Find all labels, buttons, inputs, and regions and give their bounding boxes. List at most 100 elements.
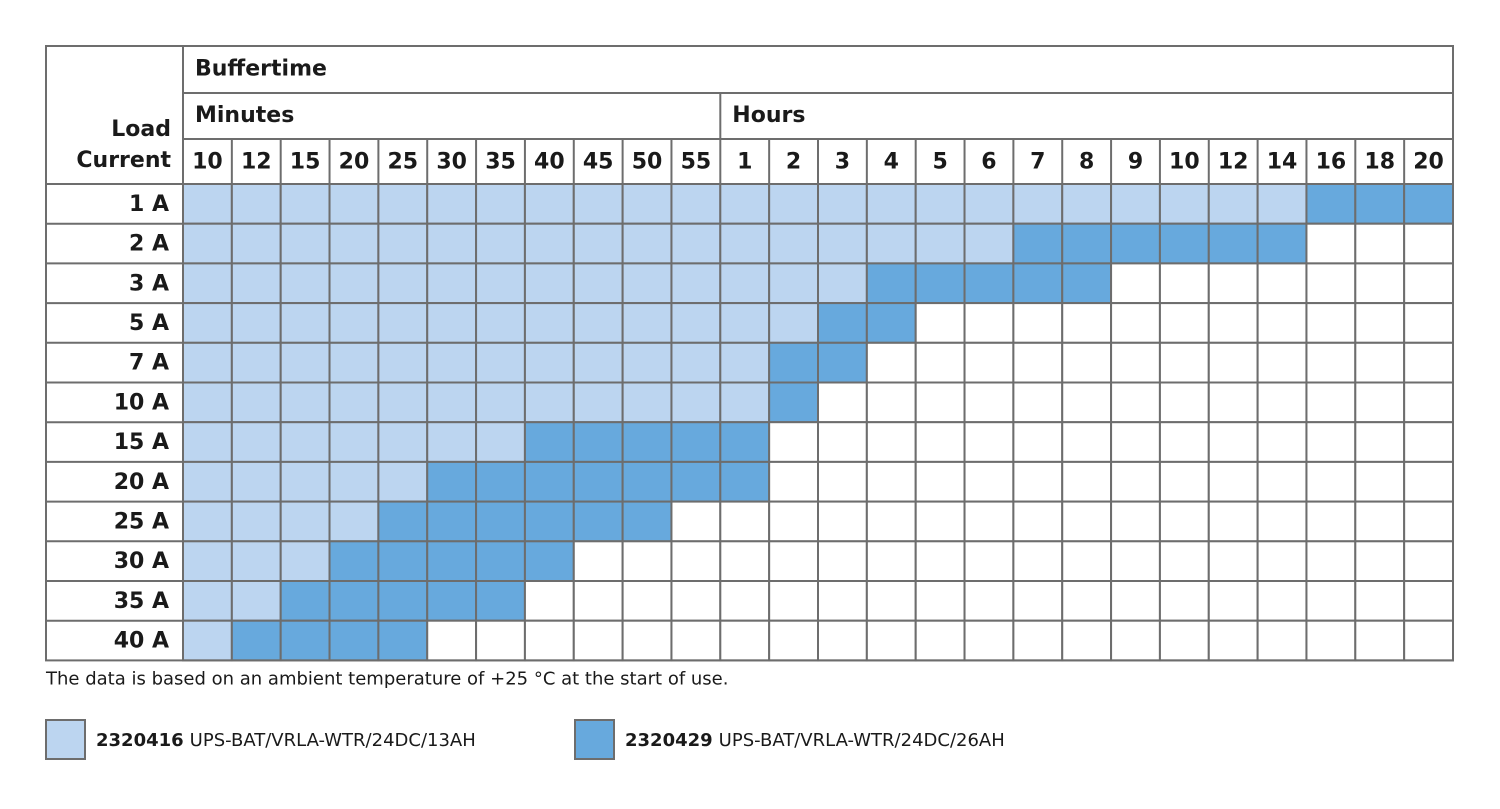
- cell: [475, 540, 526, 582]
- cell: [523, 183, 575, 225]
- cell: [1061, 183, 1113, 225]
- cell: [621, 460, 673, 503]
- cell: [182, 580, 233, 622]
- cell: [1207, 540, 1259, 582]
- cell: [1305, 341, 1357, 384]
- cell: [1158, 262, 1210, 305]
- cell: [1256, 500, 1308, 543]
- cell: [230, 262, 282, 305]
- cell: [621, 222, 673, 265]
- cell: [1110, 381, 1161, 424]
- cell: [1110, 460, 1161, 503]
- cell: [817, 460, 868, 503]
- cell: [1158, 540, 1210, 582]
- cell: [865, 460, 917, 503]
- column-label: 20: [339, 150, 370, 175]
- cell: [230, 500, 282, 543]
- cell: [1207, 580, 1259, 622]
- row-label: 3 A: [129, 271, 169, 296]
- cell: [426, 222, 478, 265]
- cell: [719, 421, 771, 463]
- cell: [426, 381, 478, 424]
- cell: [1012, 540, 1064, 582]
- cell: [182, 222, 233, 265]
- cell: [182, 341, 233, 384]
- cell: [1061, 222, 1113, 265]
- cell: [1012, 619, 1064, 662]
- column-label: 2: [786, 150, 801, 175]
- cell: [1354, 183, 1406, 225]
- cell: [670, 460, 722, 503]
- cell: [1012, 381, 1064, 424]
- cell: [670, 262, 722, 305]
- cell: [768, 262, 820, 305]
- cell: [1403, 222, 1454, 265]
- cell: [475, 341, 526, 384]
- column-label: 10: [192, 150, 223, 175]
- cell: [768, 302, 820, 344]
- cell: [230, 222, 282, 265]
- cell: [963, 500, 1015, 543]
- cell: [1403, 540, 1454, 582]
- cell: [1256, 381, 1308, 424]
- cell: [328, 619, 380, 662]
- cell: [670, 580, 722, 622]
- cell: [1158, 421, 1210, 463]
- cell: [1158, 302, 1210, 344]
- cell: [719, 381, 771, 424]
- cell: [328, 540, 380, 582]
- cell: [377, 341, 429, 384]
- cell: [1256, 222, 1308, 265]
- cell: [279, 540, 331, 582]
- table-border: [45, 45, 1454, 662]
- cell: [768, 183, 820, 225]
- cell: [963, 222, 1015, 265]
- column-label: 8: [1079, 150, 1094, 175]
- cell: [426, 183, 478, 225]
- column-label: 30: [436, 150, 467, 175]
- group-label: Hours: [732, 103, 805, 128]
- cell: [914, 421, 966, 463]
- column-label: 40: [534, 150, 565, 175]
- cell: [1354, 302, 1406, 344]
- cell: [670, 540, 722, 582]
- cell: [1207, 460, 1259, 503]
- cell: [426, 580, 478, 622]
- cell: [914, 460, 966, 503]
- cell: [670, 222, 722, 265]
- title: Buffertime: [195, 57, 327, 82]
- cell: [1061, 619, 1113, 662]
- row-label: 2 A: [129, 232, 169, 257]
- cell: [1207, 421, 1259, 463]
- cell: [1354, 540, 1406, 582]
- cell: [523, 341, 575, 384]
- cell: [621, 619, 673, 662]
- cell: [1305, 540, 1357, 582]
- cell: [1403, 341, 1454, 384]
- cell: [572, 341, 624, 384]
- cell: [1403, 460, 1454, 503]
- cell: [1256, 619, 1308, 662]
- cell: [1305, 580, 1357, 622]
- cell: [1354, 222, 1406, 265]
- cell: [572, 262, 624, 305]
- cell: [426, 500, 478, 543]
- cell: [1354, 421, 1406, 463]
- cell: [1207, 183, 1259, 225]
- cell: [914, 302, 966, 344]
- cell: [963, 580, 1015, 622]
- cell: [1061, 421, 1113, 463]
- cell: [182, 381, 233, 424]
- cell: [817, 341, 868, 384]
- cell: [865, 421, 917, 463]
- cell: [670, 183, 722, 225]
- row-label: 15 A: [114, 430, 169, 455]
- cell: [1305, 222, 1357, 265]
- cell: [1354, 460, 1406, 503]
- cell: [768, 460, 820, 503]
- cell: [621, 421, 673, 463]
- cell: [523, 302, 575, 344]
- legend-swatch: [45, 719, 86, 760]
- cell: [1110, 540, 1161, 582]
